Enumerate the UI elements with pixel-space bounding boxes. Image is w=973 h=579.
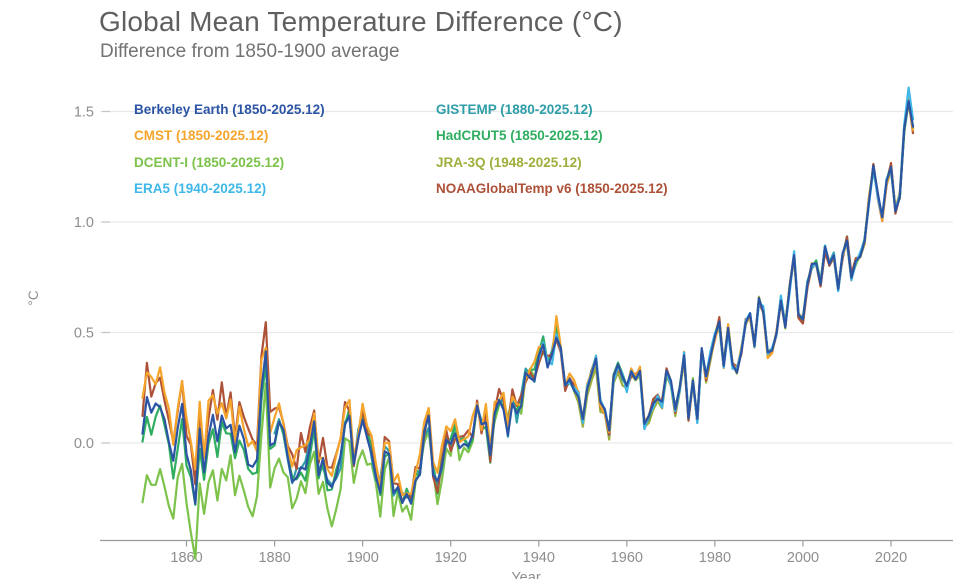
x-tick-label-1900: 1900 bbox=[347, 550, 379, 566]
legend-item-jra3q: JRA-3Q (1948-2025.12) bbox=[436, 154, 582, 170]
chart-title: Global Mean Temperature Difference (°C) bbox=[99, 6, 623, 37]
x-tick-label-1960: 1960 bbox=[611, 550, 643, 566]
y-tick-label-1.5: 1.5 bbox=[74, 105, 94, 121]
legend-item-noaa: NOAAGlobalTemp v6 (1850-2025.12) bbox=[436, 181, 668, 196]
legend-item-era5: ERA5 (1940-2025.12) bbox=[134, 181, 267, 196]
series-line-berkeley bbox=[141, 99, 915, 505]
x-tick-label-1880: 1880 bbox=[258, 550, 290, 566]
legend-item-dcent: DCENT-I (1850-2025.12) bbox=[134, 154, 285, 170]
y-tick-label-0.5: 0.5 bbox=[74, 326, 94, 342]
y-axis-title: °C bbox=[26, 290, 41, 305]
x-tick-label-1980: 1980 bbox=[699, 550, 731, 566]
y-tick-label-1.0: 1.0 bbox=[74, 215, 94, 231]
x-axis-title: Year bbox=[511, 570, 540, 579]
chart-legend: Berkeley Earth (1850-2025.12) GISTEMP (18… bbox=[134, 96, 668, 202]
legend-item-cmst: CMST (1850-2025.12) bbox=[134, 128, 269, 143]
x-tick-label-2020: 2020 bbox=[875, 550, 907, 566]
legend-item-berkeley: Berkeley Earth (1850-2025.12) bbox=[134, 101, 325, 117]
x-tick-label-1940: 1940 bbox=[523, 550, 555, 566]
legend-item-hadcrut5: HadCRUT5 (1850-2025.12) bbox=[436, 128, 603, 143]
x-tick-label-1860: 1860 bbox=[170, 550, 202, 566]
x-tick-label-1920: 1920 bbox=[435, 550, 467, 566]
chart-subtitle: Difference from 1850-1900 average bbox=[100, 41, 400, 62]
x-tick-label-2000: 2000 bbox=[787, 550, 819, 566]
legend-item-gistemp: GISTEMP (1880-2025.12) bbox=[436, 101, 593, 117]
y-tick-label-0.0: 0.0 bbox=[74, 436, 94, 452]
